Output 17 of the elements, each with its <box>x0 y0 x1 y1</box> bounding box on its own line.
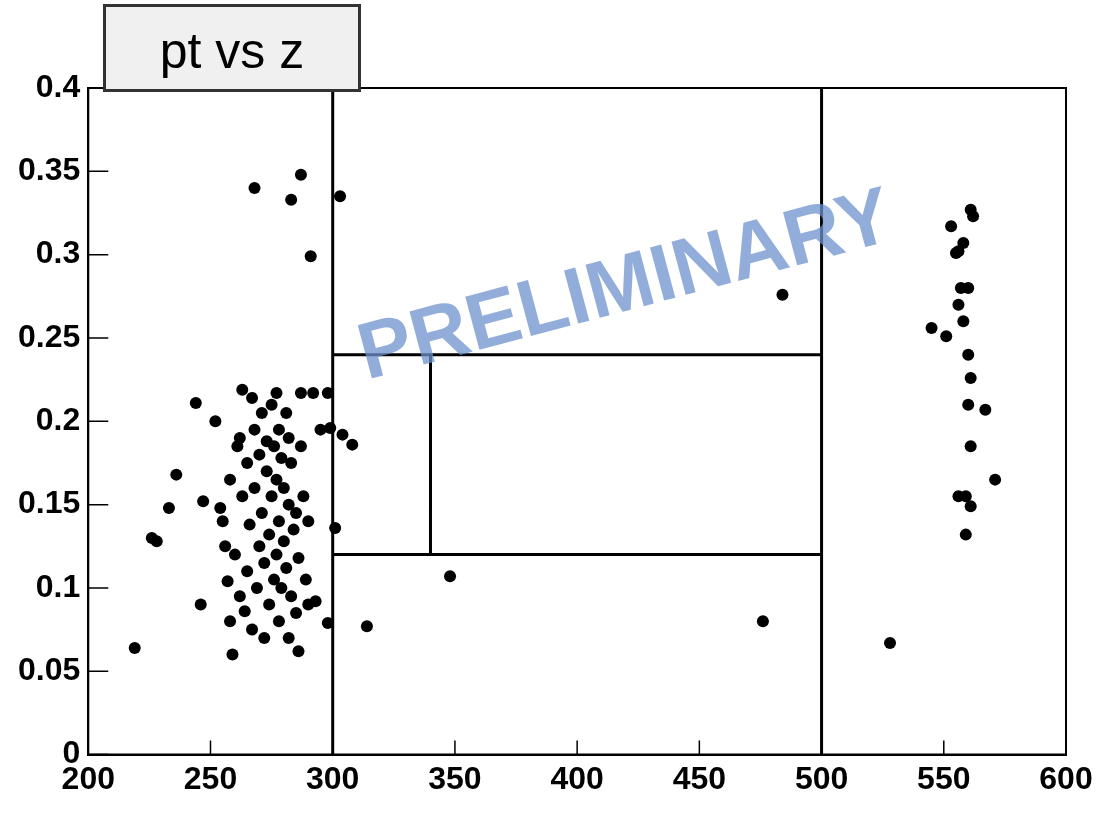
x-tick-label: 500 <box>794 759 849 796</box>
y-tick-label: 0.4 <box>35 67 81 104</box>
y-tick-label: 0.3 <box>35 234 81 271</box>
chart-title: pt vs z <box>103 4 361 92</box>
y-tick-label: 0.35 <box>18 151 81 188</box>
y-tick-label: 0.2 <box>35 401 81 438</box>
x-tick-label: 300 <box>306 759 360 796</box>
x-tick-label: 600 <box>1039 759 1093 796</box>
x-tick-label: 250 <box>183 759 238 796</box>
y-tick-label: 0.15 <box>18 484 81 521</box>
y-tick-label: 0.25 <box>18 317 81 354</box>
y-tick-label: 0.05 <box>18 651 81 688</box>
x-tick-label: 550 <box>917 759 971 796</box>
y-tick-label: 0.1 <box>35 567 81 604</box>
x-tick-label: 400 <box>550 759 604 796</box>
x-tick-label: 450 <box>672 759 727 796</box>
x-tick-label: 350 <box>428 759 482 796</box>
